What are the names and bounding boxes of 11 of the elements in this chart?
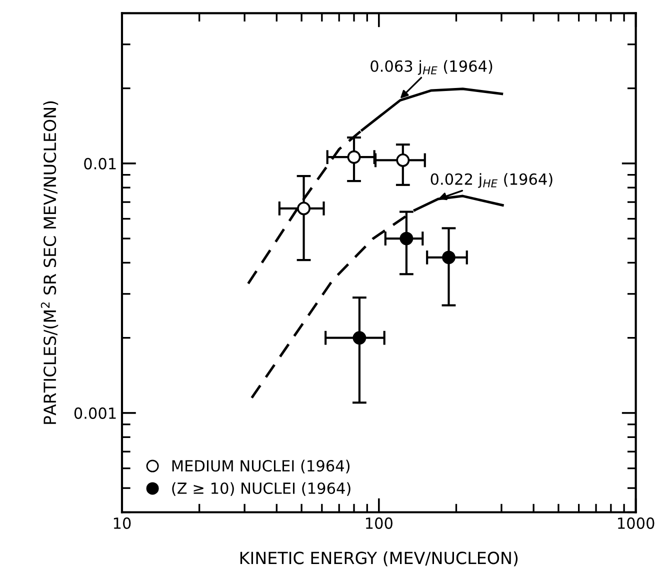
- y-tick-label: 0.001: [74, 407, 116, 419]
- legend-label: (Z ≥ 10) NUCLEI (1964): [172, 482, 350, 496]
- y-tick-label: 0.01: [84, 158, 116, 170]
- legend-label: MEDIUM NUCLEI (1964): [172, 460, 350, 474]
- annotation: 0.022 j$_{HE}$ (1964): [430, 173, 552, 188]
- x-tick-label: 100: [366, 517, 392, 529]
- x-tick-label: 10: [114, 517, 131, 529]
- x-tick-label: 1000: [618, 517, 654, 529]
- annotation: 0.063 j$_{HE}$ (1964): [370, 60, 492, 75]
- x-axis-title: KINETIC ENERGY (MEV/NUCLEON): [240, 551, 518, 566]
- y-axis-title: PARTICLES/(M$^{2}$ SR SEC MEV/NUCLEON): [40, 101, 58, 424]
